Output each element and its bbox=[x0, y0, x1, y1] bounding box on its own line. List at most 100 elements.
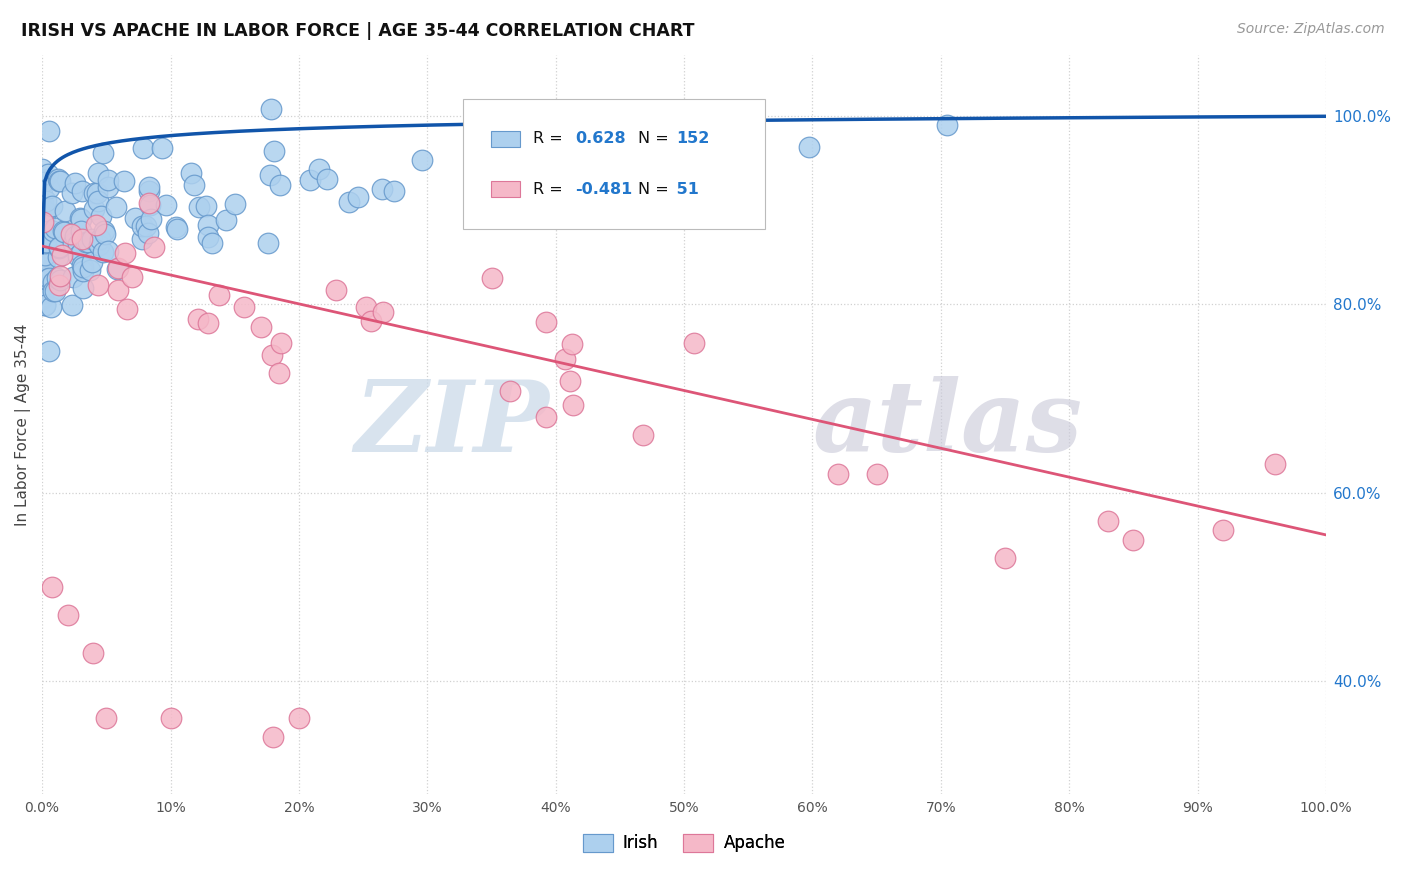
Point bbox=[93, 224, 115, 238]
Point bbox=[107, 260, 129, 275]
Point bbox=[41, 224, 63, 238]
Point bbox=[70, 231, 93, 245]
Point bbox=[195, 199, 218, 213]
Point bbox=[32, 278, 55, 293]
Point bbox=[31, 212, 53, 227]
Point bbox=[267, 366, 290, 380]
Point bbox=[224, 197, 246, 211]
Text: 0.628: 0.628 bbox=[575, 131, 626, 146]
Point bbox=[935, 118, 957, 132]
Text: IRISH VS APACHE IN LABOR FORCE | AGE 35-44 CORRELATION CHART: IRISH VS APACHE IN LABOR FORCE | AGE 35-… bbox=[21, 22, 695, 40]
Point bbox=[31, 224, 53, 238]
Point bbox=[354, 300, 377, 314]
Point bbox=[316, 172, 339, 186]
Bar bbox=[492, 181, 520, 197]
Point bbox=[34, 248, 56, 262]
Point bbox=[48, 250, 70, 264]
Point bbox=[48, 240, 70, 254]
Point bbox=[91, 145, 114, 160]
Point bbox=[107, 283, 129, 297]
Point bbox=[48, 273, 70, 287]
Point bbox=[180, 166, 202, 180]
Point bbox=[34, 272, 56, 286]
Point bbox=[48, 174, 70, 188]
Point bbox=[262, 730, 284, 744]
Point bbox=[83, 202, 105, 216]
Point bbox=[308, 161, 330, 176]
Point bbox=[38, 271, 60, 285]
Point bbox=[41, 199, 63, 213]
Point bbox=[48, 278, 70, 293]
Point bbox=[561, 398, 583, 412]
Point bbox=[32, 202, 55, 216]
Point bbox=[91, 245, 114, 260]
Point bbox=[371, 182, 394, 196]
Point bbox=[56, 607, 79, 622]
Point bbox=[32, 203, 55, 218]
Point bbox=[31, 266, 53, 280]
Point bbox=[34, 249, 56, 263]
Point bbox=[560, 163, 582, 178]
Point bbox=[34, 254, 56, 268]
Point bbox=[32, 224, 55, 238]
Point bbox=[34, 298, 56, 312]
Point bbox=[53, 204, 76, 219]
Text: -0.481: -0.481 bbox=[575, 182, 633, 197]
Point bbox=[32, 210, 55, 224]
Point bbox=[1122, 533, 1144, 547]
Point bbox=[62, 236, 84, 251]
Point bbox=[31, 161, 53, 176]
Point bbox=[31, 187, 53, 202]
Point bbox=[60, 298, 83, 312]
Point bbox=[75, 235, 97, 249]
Point bbox=[63, 177, 86, 191]
Text: N =: N = bbox=[638, 182, 673, 197]
Point bbox=[51, 248, 73, 262]
Point bbox=[87, 194, 110, 208]
Point bbox=[481, 271, 503, 285]
Point bbox=[97, 244, 120, 258]
Point bbox=[214, 213, 236, 227]
Point bbox=[70, 246, 93, 260]
Point bbox=[208, 288, 231, 302]
Point bbox=[87, 278, 110, 293]
Point bbox=[39, 300, 62, 314]
Text: atlas: atlas bbox=[813, 376, 1083, 473]
Point bbox=[259, 169, 281, 183]
Point bbox=[31, 209, 53, 223]
Point bbox=[69, 211, 91, 226]
Point bbox=[249, 320, 271, 334]
Point bbox=[561, 336, 583, 351]
Point bbox=[97, 173, 120, 187]
Point bbox=[269, 178, 291, 193]
Point bbox=[37, 167, 59, 181]
Point bbox=[325, 283, 347, 297]
Point bbox=[131, 219, 153, 234]
Point bbox=[31, 227, 53, 242]
Point bbox=[121, 270, 143, 285]
Point bbox=[32, 271, 55, 285]
Point bbox=[114, 246, 136, 260]
Point bbox=[499, 384, 522, 398]
Point bbox=[49, 174, 72, 188]
Point bbox=[197, 229, 219, 244]
Point bbox=[31, 173, 53, 187]
Point bbox=[31, 279, 53, 293]
Point bbox=[201, 235, 224, 250]
Point bbox=[87, 238, 110, 252]
Point bbox=[82, 255, 104, 269]
Point bbox=[371, 304, 394, 318]
Point bbox=[44, 220, 66, 235]
Text: R =: R = bbox=[533, 182, 568, 197]
Point bbox=[197, 316, 219, 330]
Text: R =: R = bbox=[533, 131, 568, 146]
Point bbox=[299, 172, 322, 186]
Point bbox=[35, 235, 58, 249]
Text: ZIP: ZIP bbox=[354, 376, 550, 473]
Point bbox=[554, 351, 576, 366]
Point bbox=[360, 314, 382, 328]
Point bbox=[34, 204, 56, 219]
Point bbox=[866, 467, 889, 481]
Point bbox=[31, 215, 53, 229]
Point bbox=[94, 227, 117, 241]
